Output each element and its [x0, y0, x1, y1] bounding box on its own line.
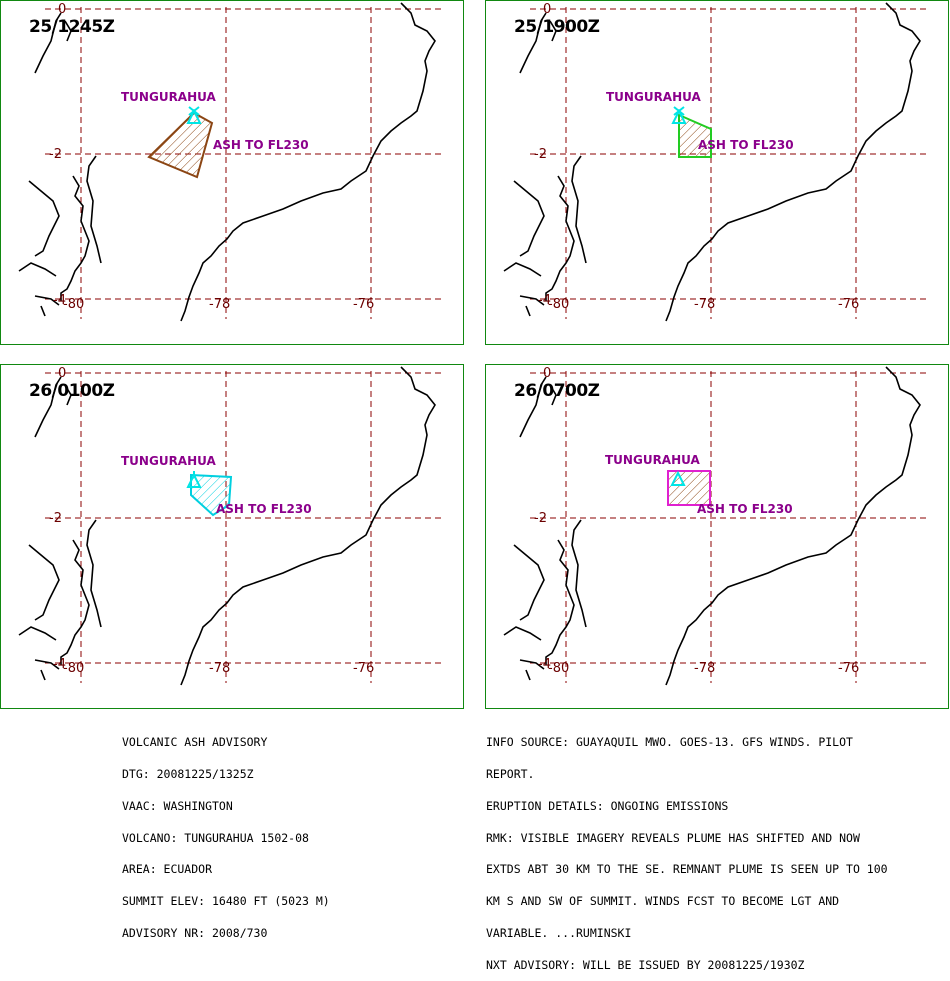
ash-label: ASH TO FL230	[698, 138, 794, 152]
svg-text:-78: -78	[209, 297, 230, 312]
svg-text:-4: -4	[53, 657, 66, 672]
advisory-line: INFO SOURCE: GUAYAQUIL MWO. GOES-13. GFS…	[486, 735, 853, 750]
coastline	[18, 366, 436, 686]
advisory-line: NXT ADVISORY: WILL BE ISSUED BY 20081225…	[486, 957, 805, 972]
map-canvas-4: TUNGURAHUA ASH TO FL230 0 -2 -4 -80 -78 …	[503, 366, 926, 686]
svg-text:-2: -2	[534, 147, 547, 162]
tick-labels: 0 -2 -4 -80 -78 -76	[534, 2, 859, 312]
svg-text:-78: -78	[694, 661, 715, 676]
volcano-icon	[671, 106, 687, 124]
advisory-line: ERUPTION DETAILS: ONGOING EMISSIONS	[486, 798, 729, 813]
svg-text:-80: -80	[548, 297, 569, 312]
ash-label: ASH TO FL230	[216, 502, 312, 516]
grid-lines	[45, 371, 441, 683]
advisory-line: EXTDS ABT 30 KM TO THE SE. REMNANT PLUME…	[486, 862, 888, 877]
volcano-icon	[186, 471, 202, 488]
svg-text:-76: -76	[353, 297, 374, 312]
map-canvas-1: TUNGURAHUA ASH TO FL230 0 -2 -4 -80 -78 …	[18, 2, 441, 322]
advisory-line: VOLCANO: TUNGURAHUA 1502-08	[122, 830, 309, 845]
advisory-line: SUMMIT ELEV: 16480 FT (5023 M)	[122, 894, 330, 909]
advisory-line: AREA: ECUADOR	[122, 862, 213, 877]
svg-text:-4: -4	[538, 657, 551, 672]
volcano-label: TUNGURAHUA	[121, 90, 217, 104]
advisory-line: VARIABLE. ...RUMINSKI	[486, 925, 632, 940]
grid-lines	[530, 7, 926, 319]
coastline	[18, 2, 436, 322]
map-panel-4: TUNGURAHUA ASH TO FL230 0 -2 -4 -80 -78 …	[485, 364, 949, 709]
svg-text:-76: -76	[353, 661, 374, 676]
advisory-line: DTG: 20081225/1325Z	[122, 766, 254, 781]
volcano-label: TUNGURAHUA	[121, 454, 217, 468]
coastline	[503, 366, 921, 686]
volcano-label: TUNGURAHUA	[605, 453, 701, 467]
svg-text:-78: -78	[209, 661, 230, 676]
svg-text:0: 0	[58, 2, 66, 17]
panel-time-label: 26/0700Z	[514, 381, 600, 401]
volcano-icon	[670, 470, 686, 486]
map-canvas-2: TUNGURAHUA ASH TO FL230 0 -2 -4 -80 -78 …	[503, 2, 926, 322]
tick-labels: 0 -2 -4 -80 -78 -76	[49, 366, 374, 676]
svg-text:-76: -76	[838, 297, 859, 312]
advisory-line: VAAC: WASHINGTON	[122, 798, 233, 813]
svg-text:-4: -4	[53, 293, 66, 308]
svg-text:-76: -76	[838, 661, 859, 676]
svg-text:0: 0	[58, 366, 66, 381]
panel-time-label: 26/0100Z	[29, 381, 115, 401]
ash-polygon	[678, 113, 712, 158]
svg-text:-80: -80	[63, 661, 84, 676]
map-canvas-3: TUNGURAHUA ASH TO FL230 0 -2 -4 -80 -78 …	[18, 366, 441, 686]
svg-text:-4: -4	[538, 293, 551, 308]
advisory-details-text: INFO SOURCE: GUAYAQUIL MWO. GOES-13. GFS…	[486, 716, 888, 981]
volcano-label: TUNGURAHUA	[606, 90, 702, 104]
tick-labels: 0 -2 -4 -80 -78 -76	[534, 366, 859, 676]
ash-polygon	[190, 473, 233, 517]
panel-time-label: 25/1245Z	[29, 17, 115, 37]
svg-text:-80: -80	[548, 661, 569, 676]
svg-text:-2: -2	[49, 147, 62, 162]
grid-lines	[45, 7, 441, 319]
ash-polygon	[667, 470, 711, 506]
map-panel-2: TUNGURAHUA ASH TO FL230 0 -2 -4 -80 -78 …	[485, 0, 949, 345]
advisory-line: ADVISORY NR: 2008/730	[122, 925, 268, 940]
volcano-icon	[186, 106, 202, 124]
map-panel-3: TUNGURAHUA ASH TO FL230 0 -2 -4 -80 -78 …	[0, 364, 464, 709]
advisory-line: REPORT.	[486, 766, 535, 781]
coastline	[503, 2, 921, 322]
advisory-header-text: VOLCANIC ASH ADVISORY DTG: 20081225/1325…	[122, 716, 330, 949]
svg-text:-78: -78	[694, 297, 715, 312]
panel-time-label: 25/1900Z	[514, 17, 600, 37]
svg-text:0: 0	[543, 366, 551, 381]
ash-polygon	[147, 111, 214, 179]
tick-labels: 0 -2 -4 -80 -78 -76	[49, 2, 374, 312]
advisory-line: VOLCANIC ASH ADVISORY	[122, 735, 268, 750]
advisory-line: KM S AND SW OF SUMMIT. WINDS FCST TO BEC…	[486, 894, 840, 909]
ash-label: ASH TO FL230	[213, 138, 309, 152]
svg-text:-80: -80	[63, 297, 84, 312]
advisory-line: RMK: VISIBLE IMAGERY REVEALS PLUME HAS S…	[486, 830, 860, 845]
ash-label: ASH TO FL230	[697, 502, 793, 516]
svg-text:0: 0	[543, 2, 551, 17]
map-panel-1: TUNGURAHUA ASH TO FL230 0 -2 -4 -80 -78 …	[0, 0, 464, 345]
grid-lines	[530, 371, 926, 683]
svg-text:-2: -2	[534, 511, 547, 526]
svg-text:-2: -2	[49, 511, 62, 526]
